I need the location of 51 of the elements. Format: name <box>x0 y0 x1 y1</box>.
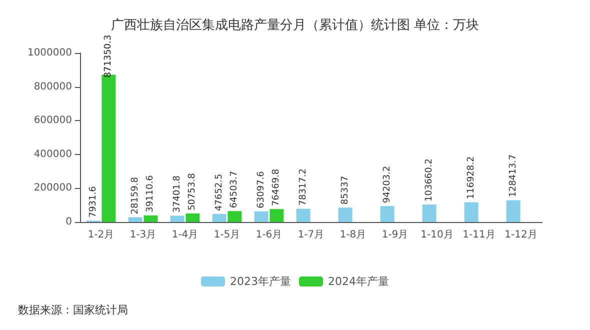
data-label: 78317.2 <box>298 168 308 206</box>
bar <box>338 208 352 222</box>
legend-label: 2024年产量 <box>328 275 389 288</box>
source-note: 数据来源：国家统计局 <box>18 304 128 316</box>
bar <box>186 213 200 222</box>
y-tick-label: 400000 <box>34 148 72 160</box>
data-label: 37401.8 <box>172 175 182 213</box>
x-tick-label: 1-11月 <box>462 230 496 240</box>
x-tick-label: 1-7月 <box>298 230 324 240</box>
bar <box>296 208 310 222</box>
y-tick-label: 600000 <box>34 115 72 126</box>
data-label: 28159.8 <box>130 176 140 214</box>
x-tick-label: 1-5月 <box>214 230 240 240</box>
bar <box>144 215 158 222</box>
data-label: 47652.5 <box>214 174 224 211</box>
data-label: 39110.6 <box>146 174 156 212</box>
bar <box>422 204 436 222</box>
bar <box>380 206 394 222</box>
bar <box>270 209 284 222</box>
data-label: 63097.6 <box>256 170 266 208</box>
data-label: 64503.7 <box>230 170 240 208</box>
bar <box>254 211 268 222</box>
bar <box>212 214 226 222</box>
bar <box>506 200 520 222</box>
y-tick-label: 800000 <box>34 81 72 92</box>
data-label: 103660.2 <box>424 158 434 202</box>
legend-label: 2023年产量 <box>230 275 292 288</box>
x-tick-label: 1-12月 <box>504 230 538 240</box>
x-tick-label: 1-10月 <box>420 230 454 240</box>
x-tick-label: 1-4月 <box>172 230 198 240</box>
data-label: 7931.6 <box>88 186 98 218</box>
bar <box>228 211 242 222</box>
data-label: 116928.2 <box>466 156 476 200</box>
data-label: 94203.2 <box>382 166 392 204</box>
x-tick-label: 1-9月 <box>382 230 408 240</box>
bar <box>464 202 478 222</box>
data-label: 50753.8 <box>188 172 198 210</box>
bar <box>128 217 142 222</box>
y-tick-label: 200000 <box>34 182 72 194</box>
data-label: 85337 <box>340 176 350 205</box>
x-tick-label: 1-6月 <box>256 230 282 240</box>
x-tick-label: 1-8月 <box>340 230 366 240</box>
data-label: 76469.8 <box>272 168 282 206</box>
y-tick-label: 0 <box>66 216 72 228</box>
y-tick-label: 1000000 <box>27 48 72 58</box>
x-tick-label: 1-2月 <box>88 230 114 240</box>
bar <box>170 216 184 222</box>
x-tick-label: 1-3月 <box>130 230 156 240</box>
data-label: 871350.3 <box>104 34 114 78</box>
data-label: 128413.7 <box>508 154 518 198</box>
chart-title: 广西壮族自治区集成电路产量分月（累计值）统计图 单位：万块 <box>110 18 480 33</box>
